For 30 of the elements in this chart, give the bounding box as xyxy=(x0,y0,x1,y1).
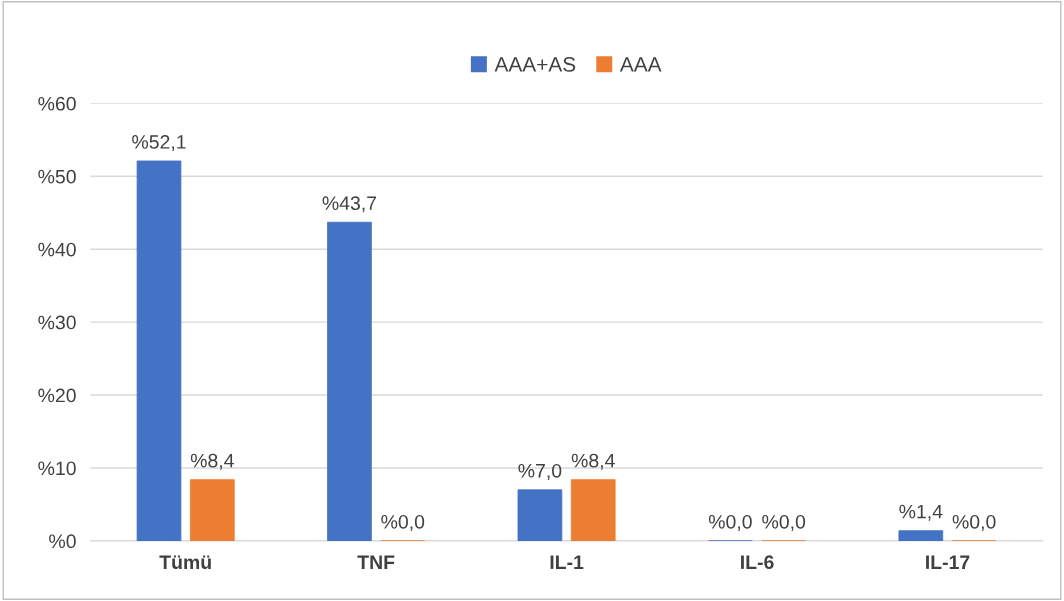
data-label: %8,4 xyxy=(571,453,615,470)
y-tick-label: %40 xyxy=(38,242,76,257)
data-label: %0,0 xyxy=(762,514,806,532)
y-tick-label: %50 xyxy=(38,169,76,184)
x-tick-label: TNF xyxy=(357,555,395,569)
bar xyxy=(327,221,372,541)
bar xyxy=(570,479,616,541)
y-tick-label: %0 xyxy=(49,534,76,549)
y-tick-label: %10 xyxy=(38,461,76,476)
data-label: %0,0 xyxy=(708,514,752,532)
bar xyxy=(517,489,563,541)
data-label: %1,4 xyxy=(899,504,943,521)
legend-label: AAA xyxy=(619,57,662,72)
data-label: %0,0 xyxy=(952,514,996,532)
data-label: %7,0 xyxy=(518,463,562,480)
x-tick-label: IL-17 xyxy=(926,555,970,569)
x-tick-label: Tümü xyxy=(159,555,211,570)
data-label: %0,0 xyxy=(381,514,425,532)
legend-label: AAA+AS xyxy=(494,57,576,72)
bar xyxy=(190,479,235,541)
bar xyxy=(136,160,182,541)
x-tick-label: IL-6 xyxy=(741,555,774,570)
data-label: %52,1 xyxy=(132,135,186,152)
y-tick-label: %20 xyxy=(38,388,76,403)
y-tick-label: %30 xyxy=(38,315,76,330)
data-label: %43,7 xyxy=(322,196,377,213)
data-label: %8,4 xyxy=(190,453,234,470)
x-tick-label: IL-1 xyxy=(550,555,584,569)
bar xyxy=(898,530,944,541)
y-tick-label: %60 xyxy=(38,96,76,111)
